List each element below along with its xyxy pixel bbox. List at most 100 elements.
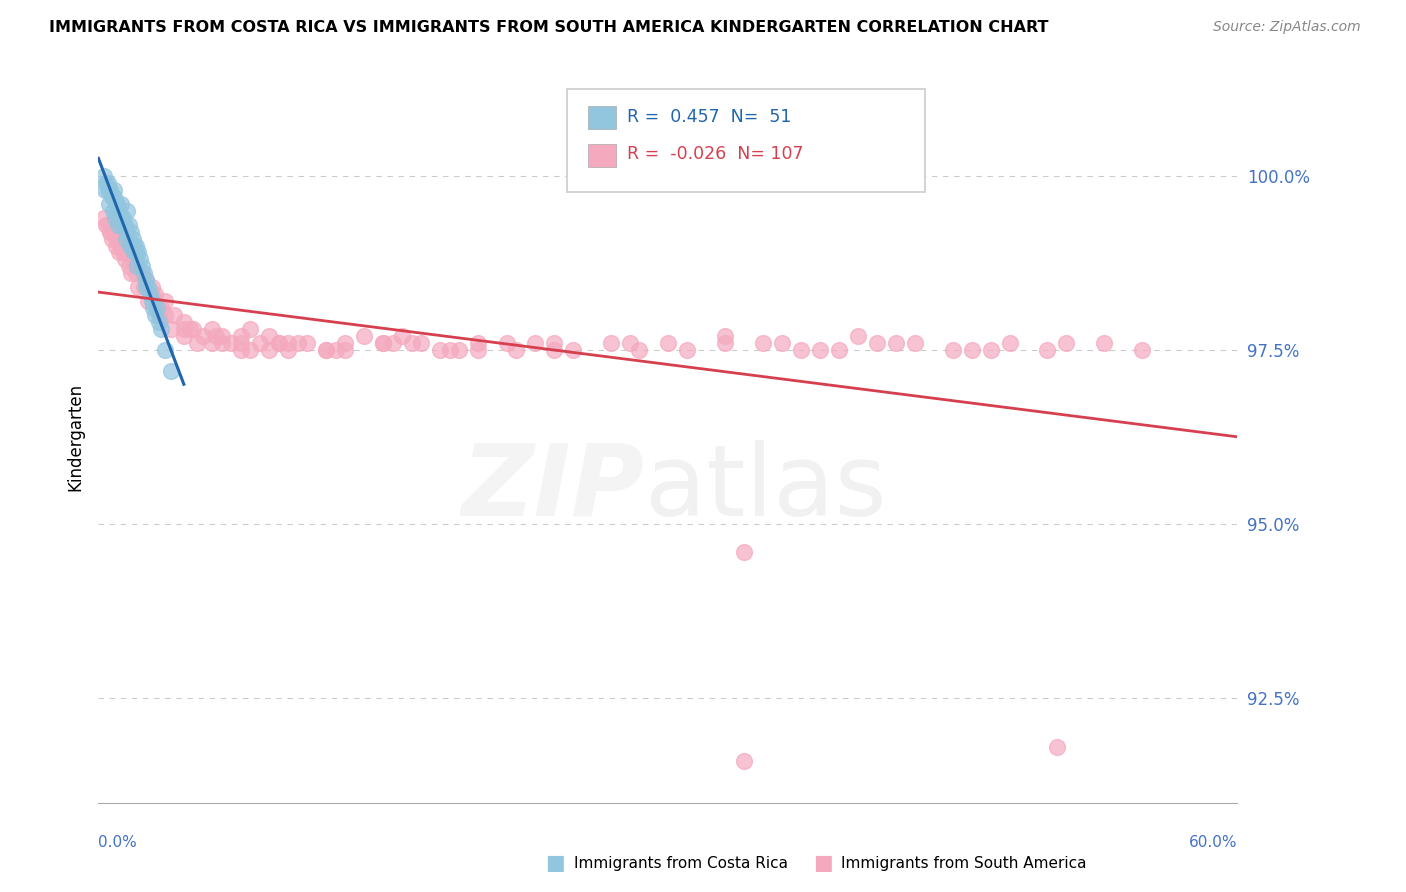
Point <box>808 343 831 357</box>
Point <box>120 266 142 280</box>
Point <box>201 322 224 336</box>
Point <box>146 301 169 316</box>
Point <box>101 203 124 218</box>
Point <box>98 225 121 239</box>
Text: R =  -0.026  N= 107: R = -0.026 N= 107 <box>627 145 804 163</box>
Point <box>125 245 148 260</box>
Point <box>131 266 153 280</box>
Point <box>714 336 737 351</box>
Text: Immigrants from South America: Immigrants from South America <box>841 856 1087 871</box>
Point <box>114 218 136 232</box>
Point <box>401 336 423 351</box>
Point <box>110 196 132 211</box>
Point <box>447 343 470 357</box>
Point <box>979 343 1001 357</box>
Point <box>846 329 869 343</box>
Point <box>998 336 1021 351</box>
Point <box>221 336 243 351</box>
Point <box>135 273 157 287</box>
Point <box>467 343 489 357</box>
Point <box>124 238 146 252</box>
Point <box>229 343 252 357</box>
Point <box>439 343 461 357</box>
Point <box>371 336 394 351</box>
Point <box>142 301 165 316</box>
Point <box>467 336 489 351</box>
Point <box>122 245 145 260</box>
Point <box>107 231 129 245</box>
Point <box>904 336 927 351</box>
Point <box>153 294 176 309</box>
Point <box>259 329 281 343</box>
Point <box>239 343 262 357</box>
Point <box>103 211 125 225</box>
Text: atlas: atlas <box>645 440 887 537</box>
Point <box>186 336 208 351</box>
Point <box>145 308 167 322</box>
Point <box>132 280 155 294</box>
Point <box>97 176 120 190</box>
Point <box>315 343 337 357</box>
Point <box>111 218 134 232</box>
Point <box>93 211 115 225</box>
Text: ■: ■ <box>813 854 832 873</box>
Point <box>132 266 155 280</box>
Point <box>191 329 214 343</box>
Point <box>118 260 141 274</box>
Point <box>828 343 851 357</box>
Point <box>1094 336 1116 351</box>
Point <box>714 329 737 343</box>
Point <box>173 329 195 343</box>
Point <box>148 315 170 329</box>
Point <box>127 260 149 274</box>
Point <box>94 183 117 197</box>
Point <box>129 252 152 267</box>
Point <box>141 294 163 309</box>
Point <box>600 336 623 351</box>
Point <box>125 238 148 252</box>
Point <box>93 169 115 183</box>
Point <box>960 343 983 357</box>
Point <box>112 211 135 225</box>
Point <box>110 238 132 252</box>
Point <box>201 336 224 351</box>
Point <box>136 294 159 309</box>
Point <box>183 322 205 336</box>
Text: 60.0%: 60.0% <box>1189 836 1237 850</box>
Point <box>770 336 793 351</box>
Point <box>98 225 121 239</box>
Point <box>121 231 143 245</box>
Point <box>211 336 233 351</box>
Point <box>335 336 357 351</box>
Point <box>107 218 129 232</box>
Point <box>97 218 120 232</box>
Point <box>381 336 404 351</box>
Point <box>94 218 117 232</box>
Point <box>315 343 337 357</box>
Point <box>429 343 451 357</box>
Point <box>115 231 138 245</box>
Point <box>543 336 565 351</box>
Point <box>145 287 167 301</box>
Point <box>97 183 120 197</box>
Point <box>94 176 117 190</box>
Point <box>153 343 176 357</box>
Point <box>135 280 157 294</box>
Point <box>277 336 299 351</box>
Point <box>104 238 127 252</box>
Point <box>138 287 160 301</box>
Point <box>277 343 299 357</box>
Point <box>135 273 157 287</box>
Point <box>173 322 195 336</box>
Point <box>118 238 141 252</box>
Point <box>676 343 699 357</box>
Point <box>98 183 121 197</box>
Point <box>97 196 120 211</box>
Text: ■: ■ <box>546 854 565 873</box>
Point <box>371 336 394 351</box>
Point <box>353 329 375 343</box>
Point <box>335 343 357 357</box>
Point <box>524 336 547 351</box>
Point <box>100 190 122 204</box>
Point <box>259 343 281 357</box>
